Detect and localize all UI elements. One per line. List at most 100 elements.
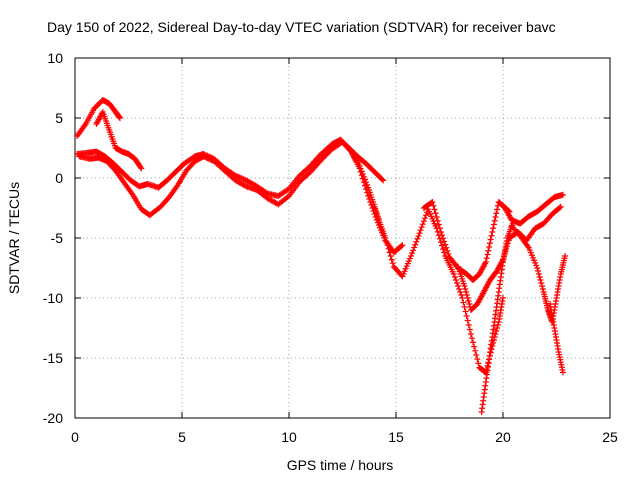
data-point	[422, 212, 429, 219]
x-axis-label: GPS time / hours	[287, 457, 394, 473]
data-point	[413, 238, 420, 245]
data-point	[358, 168, 365, 175]
x-tick-label: 25	[602, 429, 618, 445]
y-tick-label: -20	[43, 410, 63, 426]
data-point	[492, 214, 499, 220]
series-track-a	[74, 97, 123, 139]
data-point	[486, 240, 493, 247]
data-points	[74, 97, 569, 415]
data-point	[398, 243, 405, 250]
data-point	[463, 292, 470, 298]
data-point	[441, 249, 448, 256]
data-point	[364, 181, 371, 188]
x-tick-label: 0	[71, 429, 79, 445]
x-tick-label: 15	[388, 429, 404, 445]
data-point	[539, 286, 546, 292]
grid-lines	[75, 58, 610, 418]
data-point	[326, 148, 333, 155]
data-point	[432, 210, 439, 217]
data-point	[491, 217, 498, 224]
data-point	[389, 260, 396, 267]
data-point	[442, 241, 449, 248]
data-point	[382, 235, 389, 241]
data-point	[493, 210, 500, 217]
data-point	[465, 322, 472, 328]
data-point	[488, 232, 495, 239]
x-tick-label: 10	[281, 429, 297, 445]
data-point	[436, 225, 443, 232]
x-tick-label: 20	[495, 429, 511, 445]
data-point	[385, 245, 392, 252]
data-point	[415, 233, 422, 240]
data-point	[388, 256, 395, 263]
y-tick-label: 5	[55, 110, 63, 126]
series-track-j	[547, 301, 566, 376]
data-point	[456, 286, 463, 292]
data-point	[437, 239, 444, 246]
data-point	[306, 170, 313, 177]
data-point	[461, 283, 468, 289]
data-point	[489, 229, 496, 235]
data-point	[387, 253, 394, 259]
data-point	[433, 214, 440, 220]
data-point	[430, 202, 437, 209]
y-tick-label: 0	[55, 170, 63, 186]
data-point	[484, 251, 491, 258]
data-point	[429, 199, 436, 205]
data-point	[418, 224, 425, 231]
data-point	[539, 283, 546, 289]
data-point	[487, 236, 494, 243]
data-point	[417, 227, 424, 234]
data-point	[562, 253, 569, 259]
y-tick-label: -5	[51, 230, 64, 246]
data-point	[536, 274, 543, 280]
data-point	[492, 331, 499, 337]
data-point	[535, 268, 542, 274]
data-point	[434, 217, 441, 224]
y-tick-label: 10	[47, 50, 63, 66]
series-track-g	[455, 203, 564, 313]
data-point	[482, 259, 489, 265]
data-point	[466, 326, 473, 333]
data-point	[483, 255, 490, 262]
data-point	[386, 249, 393, 256]
data-point	[399, 242, 406, 249]
data-point	[437, 229, 444, 235]
data-point	[379, 176, 386, 183]
data-point	[559, 369, 566, 376]
y-tick-label: -10	[43, 290, 63, 306]
data-point	[464, 295, 471, 301]
data-point	[241, 182, 248, 189]
data-point	[453, 280, 460, 286]
data-point	[284, 194, 291, 201]
data-point	[380, 177, 387, 184]
data-point	[138, 165, 145, 172]
data-point	[457, 289, 464, 295]
data-point	[500, 295, 506, 301]
x-axis: 0 5 10 15 20 25	[71, 58, 618, 445]
data-point	[324, 150, 331, 157]
series-track-d	[93, 109, 145, 172]
data-point	[538, 280, 545, 286]
data-point	[466, 301, 473, 307]
data-point	[411, 244, 418, 251]
data-point	[440, 235, 447, 242]
data-point	[464, 317, 471, 324]
data-point	[475, 360, 482, 367]
data-point	[537, 277, 544, 283]
x-tick-label: 5	[178, 429, 186, 445]
data-point	[384, 242, 391, 249]
data-point	[473, 352, 480, 358]
data-point	[494, 325, 501, 331]
data-point	[357, 165, 364, 172]
data-point	[419, 221, 426, 228]
data-point	[363, 179, 370, 186]
data-point	[320, 154, 327, 161]
data-point	[468, 335, 475, 342]
data-point	[494, 322, 501, 328]
data-point	[455, 283, 462, 289]
data-point	[443, 244, 450, 251]
data-point	[319, 155, 326, 162]
